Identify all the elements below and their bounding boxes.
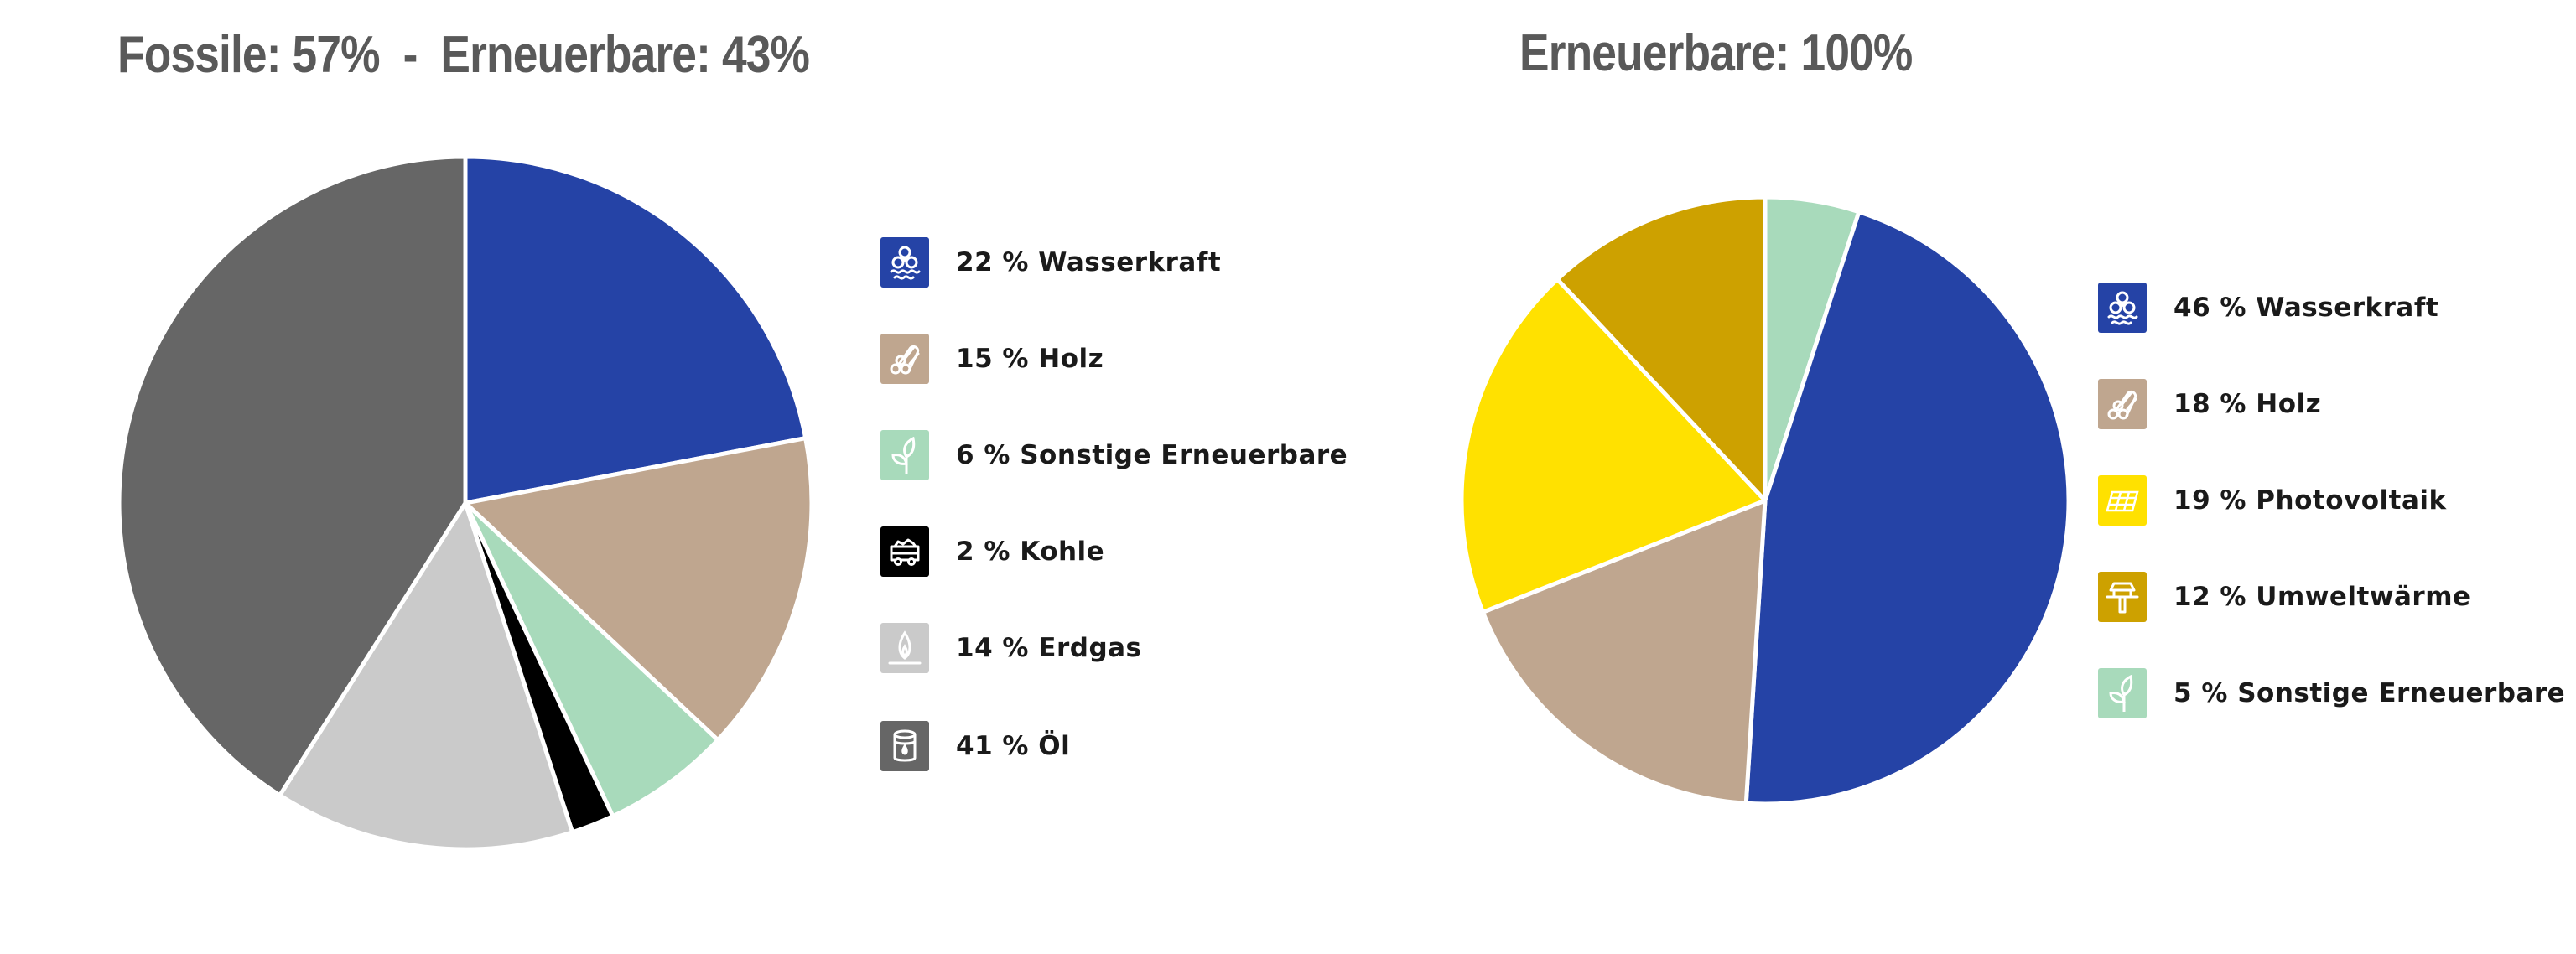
pie-slice-umweltwärme [1555, 194, 1768, 503]
legend-label: 41 % Öl [956, 731, 1071, 761]
legend-label: 15 % Holz [956, 344, 1104, 374]
legend-item-wasserkraft: 22 % Wasserkraft [880, 236, 1221, 288]
pie-slice-wasserkraft [1743, 210, 2071, 806]
leaf-sprout-icon [880, 430, 929, 480]
gas-flame-icon [880, 623, 929, 673]
legend-label: 46 % Wasserkraft [2174, 293, 2439, 323]
coal-cart-icon [880, 526, 929, 577]
pie-slice-erdgas [278, 500, 575, 852]
hydro-turbine-icon [880, 237, 929, 288]
wood-logs-icon [2098, 379, 2147, 429]
legend-item-umweltwaerme: 12 % Umweltwärme [2098, 571, 2471, 623]
pie-slice-öl [117, 154, 468, 798]
chart-title-right: Erneuerbare: 100% [1519, 24, 1913, 82]
legend-item-wasserkraft: 46 % Wasserkraft [2098, 282, 2438, 334]
legend-item-photovoltaik: 19 % Photovoltaik [2098, 474, 2447, 526]
legend-item-holz: 18 % Holz [2098, 378, 2321, 430]
hydro-turbine-icon [2098, 283, 2147, 333]
legend-label: 19 % Photovoltaik [2174, 485, 2447, 516]
pie-slice-wasserkraft [463, 154, 808, 506]
legend-label: 14 % Erdgas [956, 633, 1142, 663]
leaf-sprout-icon [2098, 668, 2147, 718]
heat-pump-icon [2098, 572, 2147, 622]
legend-item-erdgas: 14 % Erdgas [880, 622, 1142, 674]
solar-panel-icon [2098, 475, 2147, 526]
legend-item-holz: 15 % Holz [880, 333, 1104, 385]
legend-item-oel: 41 % Öl [880, 720, 1070, 772]
legend-label: 6 % Sonstige Erneuerbare [956, 440, 1348, 470]
chart-title-left: Fossile: 57% - Erneuerbare: 43% [117, 26, 810, 84]
legend-label: 22 % Wasserkraft [956, 247, 1222, 277]
legend-item-sonstige-erneuerbare: 5 % Sonstige Erneuerbare [2098, 667, 2565, 719]
legend-label: 2 % Kohle [956, 537, 1105, 567]
legend-label: 18 % Holz [2174, 389, 2322, 419]
legend-item-sonstige-erneuerbare: 6 % Sonstige Erneuerbare [880, 429, 1348, 481]
wood-logs-icon [880, 334, 929, 384]
oil-barrel-icon [880, 721, 929, 771]
legend-label: 12 % Umweltwärme [2174, 582, 2471, 612]
legend-item-kohle: 2 % Kohle [880, 526, 1104, 578]
pie-slice-sonstige-erneuerbare [463, 500, 720, 819]
pie-slice-holz [463, 436, 814, 743]
pie-slice-photovoltaik [1459, 277, 1768, 614]
legend-label: 5 % Sonstige Erneuerbare [2174, 678, 2566, 708]
pie-slice-holz [1480, 498, 1768, 806]
